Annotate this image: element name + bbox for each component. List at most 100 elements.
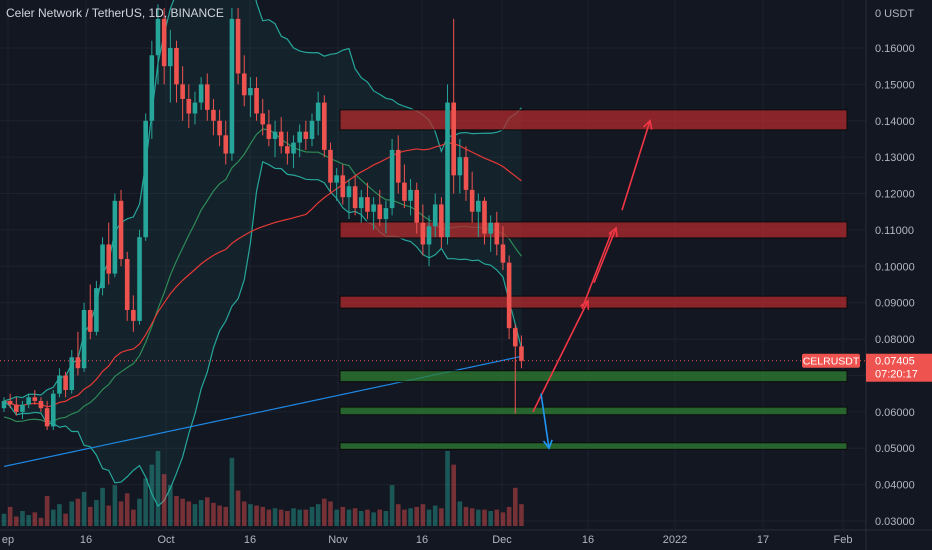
candle-body [426, 226, 432, 245]
volume-bar [457, 501, 463, 526]
candle-body [26, 397, 31, 405]
candle-body [432, 204, 438, 227]
candle [457, 138, 463, 194]
projection-arrow-up [593, 227, 617, 284]
x-tick-label: Dec [492, 534, 512, 546]
candle [69, 349, 75, 394]
candle-body [106, 244, 112, 274]
candle [75, 331, 81, 376]
candle [38, 397, 44, 412]
candle [451, 18, 456, 194]
volume-bar [285, 511, 290, 526]
candle-body [118, 200, 124, 260]
candle-body [488, 222, 493, 234]
volume-bar [137, 498, 142, 526]
volume-bar [1, 513, 7, 526]
candle [112, 193, 118, 278]
volume-bar [371, 512, 376, 526]
volume-bar [506, 506, 512, 526]
volume-bar [445, 451, 450, 526]
candle [500, 226, 506, 270]
candle-body [112, 200, 118, 274]
candle [229, 7, 235, 161]
y-tick-label: 0.04000 [875, 480, 915, 492]
candle-body [32, 397, 38, 401]
candle-body [402, 182, 407, 201]
volume-bar [248, 504, 253, 526]
candle-body [383, 208, 389, 220]
volume-bar [309, 506, 315, 526]
candle-body [180, 84, 185, 99]
volume-bar [180, 498, 185, 526]
x-tick-label: Nov [328, 534, 348, 546]
candle-body [285, 146, 290, 154]
candle-body [309, 120, 315, 139]
volume-bar [303, 509, 309, 526]
candle [408, 178, 413, 216]
volume-bar [124, 493, 130, 526]
candle-body [161, 18, 167, 67]
volume-bar [81, 491, 87, 526]
candle-body [506, 262, 512, 329]
x-tick-label: 16 [416, 534, 428, 546]
candle-body [223, 135, 229, 154]
candle [371, 197, 376, 230]
projection-arrow-up-head [608, 226, 618, 238]
projection-arrow-up [621, 120, 651, 211]
candle-body [44, 408, 50, 427]
candle [389, 138, 395, 216]
candle-body [20, 404, 25, 412]
projection-arrow-up-head [642, 119, 653, 130]
volume-bar [75, 498, 81, 526]
candle [14, 397, 19, 416]
volume-bar [469, 508, 475, 526]
volume-bar [149, 464, 155, 526]
candle-body [420, 222, 426, 245]
volume-bar [63, 513, 68, 526]
volume-bar [328, 501, 333, 526]
volume-bar [7, 506, 13, 526]
candle-body [322, 102, 327, 150]
volume-bar [322, 498, 327, 526]
volume-bar [106, 505, 112, 526]
candle [482, 197, 487, 245]
volume-bar [155, 451, 161, 526]
candle-body [204, 84, 210, 110]
candle [100, 237, 105, 296]
volume-bar [340, 506, 346, 526]
volume-bar [44, 496, 50, 526]
candle [512, 324, 518, 414]
candle-body [50, 393, 56, 427]
volume-bar [204, 497, 210, 526]
y-tick-label: 0.14000 [875, 116, 915, 128]
candle-body [75, 357, 81, 369]
volume-bar [100, 487, 105, 526]
candle-body [14, 404, 19, 412]
y-tick-label: 0.10000 [875, 261, 915, 273]
symbol-tag [802, 353, 860, 368]
volume-bar [20, 511, 25, 526]
candle [445, 84, 450, 245]
candle-body [451, 102, 456, 176]
candle-body [303, 131, 309, 139]
candle-body [414, 189, 420, 223]
volume-bar [500, 512, 506, 526]
candle-body [334, 175, 339, 183]
volume-bar [389, 485, 395, 526]
volume-bar [358, 511, 364, 526]
y-tick-label: 0.11000 [875, 225, 914, 237]
candle [358, 189, 364, 223]
candle-body [340, 175, 346, 198]
y-tick-label: 0.09000 [875, 298, 915, 310]
projection-arrow-up [532, 300, 589, 413]
y-tick-label: 0.16000 [875, 43, 915, 55]
volume-bar [297, 509, 302, 526]
candle [519, 335, 524, 369]
candle [297, 124, 302, 158]
volume-bar [346, 509, 352, 526]
price-tag [866, 353, 932, 382]
candle-body [149, 55, 155, 121]
candle [439, 197, 444, 249]
candle [272, 120, 278, 158]
